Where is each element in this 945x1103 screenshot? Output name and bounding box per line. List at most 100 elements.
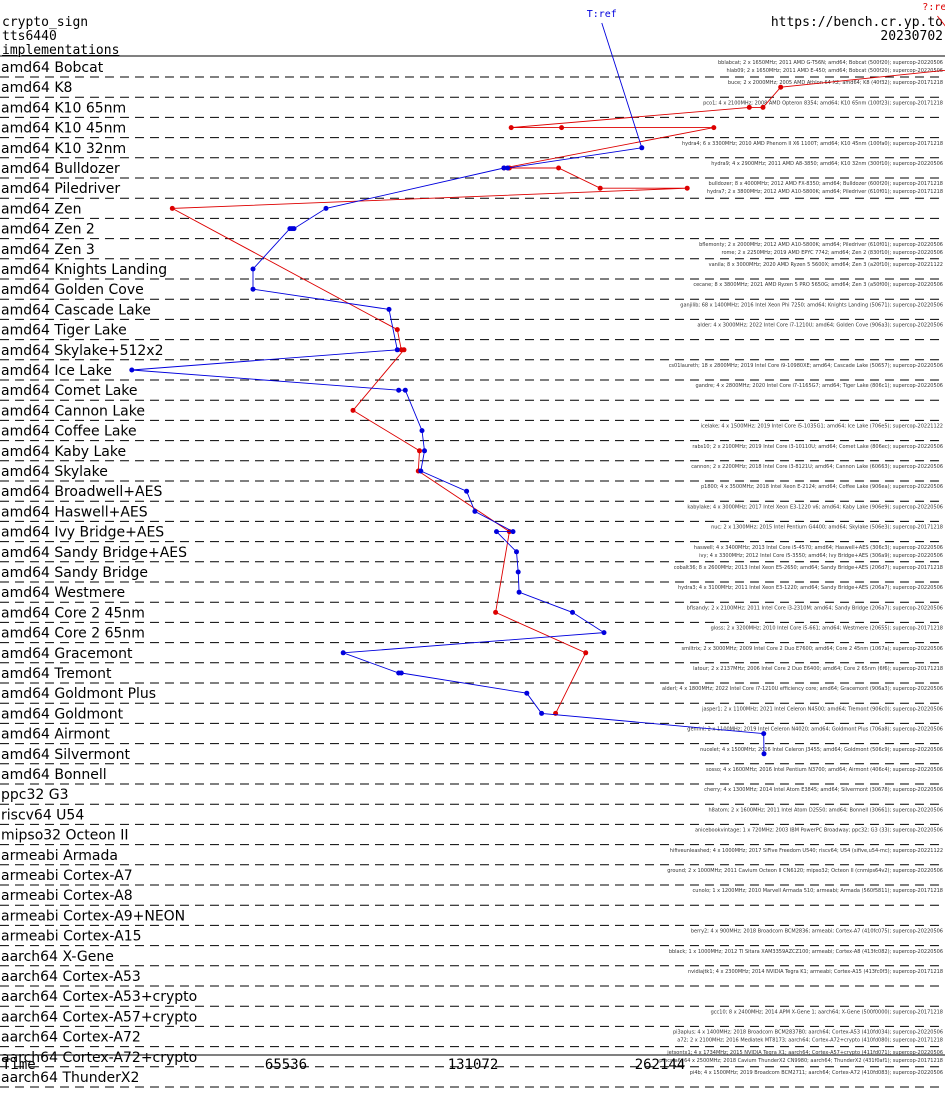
row-label: amd64 Airmont [1,727,110,743]
row-label: amd64 Bonnell [1,767,107,783]
data-point [493,609,499,615]
data-point [417,448,422,454]
data-point [711,125,717,131]
data-point [514,549,519,555]
machine-note: kabylake; 4 x 3000MHz; 2017 Intel Xeon E… [687,504,943,510]
row-label: amd64 Cannon Lake [1,403,145,419]
machine-note: sosso; 4 x 1600MHz; 2016 Intel Pentium N… [706,767,943,773]
machine-note: ganjilib; 68 x 1400MHz; 2016 Intel Xeon … [680,302,943,308]
data-point [402,387,408,393]
data-point [323,205,329,211]
row-label: amd64 Skylake+512x2 [1,343,163,359]
machine-note: gemini; 2 x 1100MHz; 2019 Intel Celeron … [687,727,943,733]
data-point [505,165,511,171]
data-point [515,569,521,575]
data-point [583,650,589,656]
row-label: amd64 Comet Lake [1,383,138,399]
machine-note: p1800; 4 x 3500MHz; 2018 Intel Xeon E-21… [701,484,943,490]
machine-note: cs01laureth; 18 x 2800MHz; 2019 Intel Co… [669,363,943,369]
row-label: ppc32 G3 [1,787,69,803]
data-point [597,185,603,191]
row-label: aarch64 X-Gene [1,949,114,965]
source-url[interactable]: https://bench.cr.yp.to [771,15,943,30]
machine-note: latour; 2 x 2137MHz; 2006 Intel Core 2 D… [693,666,943,672]
machine-note: bulldozer; 8 x 4000MHz; 2012 AMD FX-8350… [709,181,944,187]
x-tick-label: 65536 [265,1057,307,1073]
machine-note: bflemonty; 2 x 2000MHz; 2012 AMD A10-580… [699,242,943,248]
data-point [539,710,545,716]
data-point [396,387,402,393]
row-label: amd64 Knights Landing [1,262,167,278]
row-label: amd64 Silvermont [1,747,131,763]
data-point [394,327,400,333]
machine-note: gcc10; 8 x 2400MHz; 2014 APM X-Gene 1; a… [711,1009,943,1015]
row-label: amd64 Zen 2 [1,222,95,238]
row-label: amd64 Sandy Bridge+AES [1,545,187,561]
row-label: amd64 Ice Lake [1,363,112,379]
row-label: amd64 Westmere [1,585,125,601]
machine-note: berry2; 4 x 900MHz; 2018 Broadcom BCM283… [691,929,943,935]
machine-note: bflsandy; 2 x 2100MHz; 2011 Intel Core i… [687,605,943,611]
machine-note: pi3aplus; 4 x 1400MHz; 2018 Broadcom BCM… [673,1030,943,1036]
row-label: amd64 Sandy Bridge [1,565,148,581]
row-label: armeabi Cortex-A8 [1,888,133,904]
machine-note: nvidiajtk1; 4 x 2300MHz; 2014 NVIDIA Teg… [688,969,943,975]
primitive-name: crypto_sign [2,15,88,30]
implementations-link[interactable]: implementations [2,43,119,58]
row-label: amd64 Coffee Lake [1,424,137,440]
machine-note: hydra9; 4 x 2900MHz; 2011 AMD A8-3850; a… [711,161,943,167]
data-point [418,468,424,474]
row-label: amd64 Core 2 65nm [1,626,145,642]
machine-note: cherry; 4 x 1300MHz; 2014 Intel Atom E38… [704,787,943,793]
data-point [398,670,404,676]
data-point [169,205,175,211]
machine-note: hydra4; 6 x 3300MHz; 2010 AMD Phenom II … [682,141,943,147]
machine-note: cecane; 8 x 3800MHz; 2021 AMD Ryzen 5 PR… [693,282,943,288]
machine-note: buce; 2 x 2000MHz; 2005 AMD Athlon 64 X2… [728,80,943,86]
machine-note: hydra3; 4 x 3100MHz; 2011 Intel Xeon E3-… [678,585,943,591]
row-label: amd64 Haswell+AES [1,504,148,520]
machine-note: jasper1; 2 x 1100MHz; 2021 Intel Celeron… [701,706,943,712]
machine-note: icelake; 4 x 1500MHz; 2019 Intel Core i5… [701,424,943,430]
row-label: mipso32 Octeon II [1,828,129,844]
row-label: aarch64 Cortex-A57+crypto [1,1009,197,1025]
machine-notes: bblabcat; 2 x 1650MHz; 2011 AMD G-T56N; … [659,60,943,1076]
row-label: amd64 Kaby Lake [1,444,126,460]
machine-note: hydra7; 2 x 3800MHz; 2012 AMD A10-5800K;… [707,189,943,195]
series-labels: ?:ref T:ref [587,2,945,20]
machine-note: a72; 2 x 2100MHz; 2016 Mediatek MT8173; … [677,1038,943,1044]
data-point [684,185,690,191]
row-label: amd64 Zen 3 [1,242,95,258]
data-point [250,286,256,292]
series-name-label: T:ref [587,9,617,20]
machine-note: rome; 2 x 2250MHz; 2019 AMD EPYC 7742; a… [722,250,943,256]
x-tick-label: 131072 [448,1057,499,1073]
data-point [508,125,514,131]
data-point [401,347,407,353]
row-label: amd64 K10 45nm [1,121,126,137]
row-label: amd64 Cascade Lake [1,302,151,318]
row-label: riscv64 U54 [1,807,84,823]
series-blue-line [129,22,767,757]
row-label: amd64 Skylake [1,464,108,480]
data-point [501,165,507,171]
data-point [250,266,256,272]
series-name-label: ?:ref [922,2,945,13]
machine-note: ivy; 4 x 3300MHz; 2012 Intel Core i5-355… [699,553,943,559]
data-point [386,306,392,312]
machine-note: h8atom; 2 x 1600MHz; 2011 Intel Atom D25… [708,807,943,813]
data-point [570,609,575,615]
machine-note: pi4b; 4 x 1500MHz; 2019 Broadcom BCM2711… [690,1070,943,1076]
data-point [524,690,530,696]
row-label: aarch64 Cortex-A72+crypto [1,1050,197,1066]
machine-note: pco1; 4 x 2100MHz; 2008 AMD Opteron 8354… [703,100,943,106]
machine-note: anicebookvintage; 1 x 720MHz; 2003 IBM P… [695,828,943,834]
machine-note: jetsontx1; 4 x 1734MHz; 2015 NVIDIA Tegr… [666,1050,943,1056]
row-label: amd64 K8 [1,80,72,96]
data-point [761,751,767,757]
row-label: armeabi Armada [1,848,118,864]
row-label: amd64 Goldmont Plus [1,686,156,702]
row-label: aarch64 ThunderX2 [1,1070,139,1086]
implementation-name: tts6440 [2,29,57,44]
